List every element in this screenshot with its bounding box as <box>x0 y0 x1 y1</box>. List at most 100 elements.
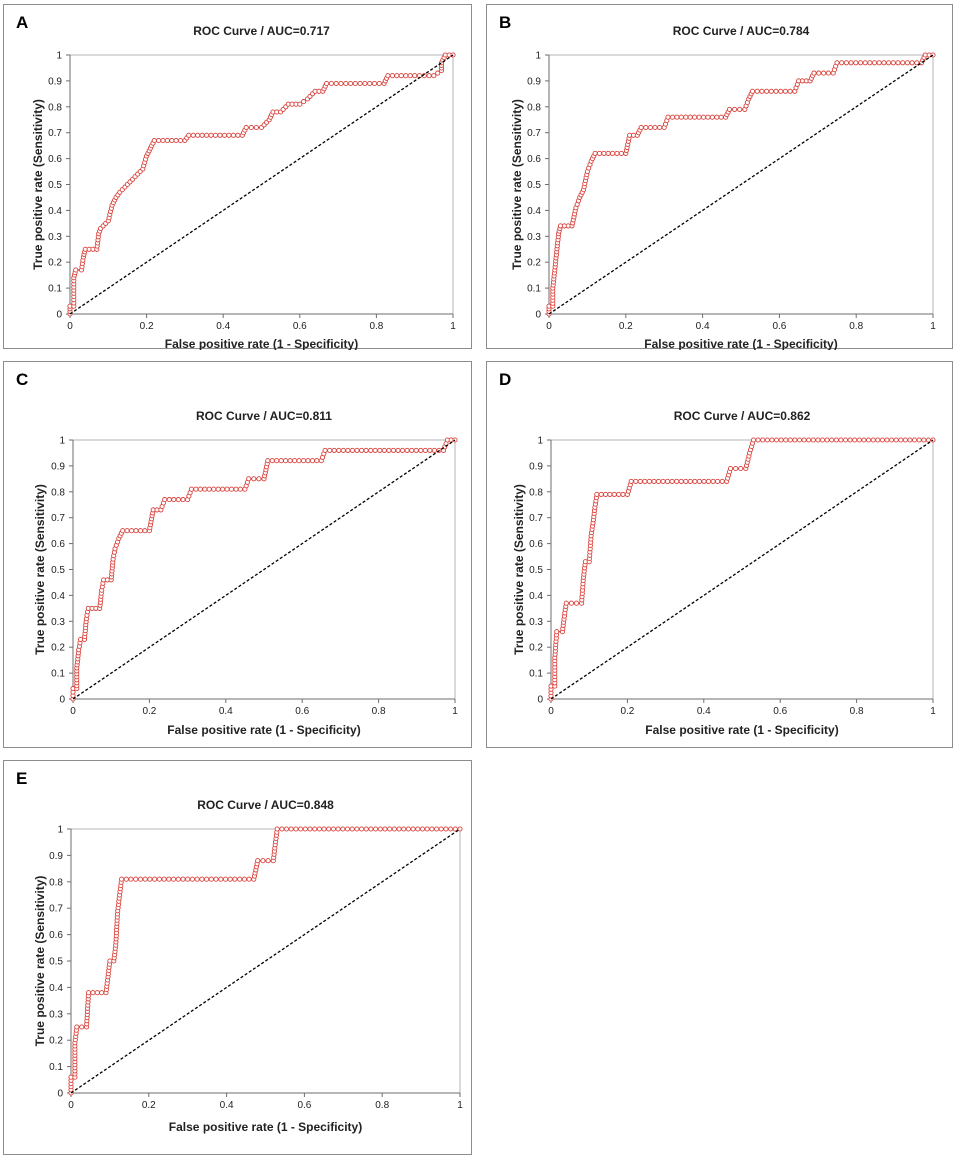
roc-point-marker <box>331 447 337 453</box>
y-tick-label: 0.1 <box>49 1062 63 1073</box>
y-tick-label: 0.9 <box>49 851 63 862</box>
y-tick-label: 0.7 <box>51 513 65 524</box>
roc-point-marker <box>715 478 721 484</box>
roc-point-marker <box>435 70 441 76</box>
roc-point-marker <box>222 876 229 882</box>
x-axis-label: False positive rate (1 - Specificity) <box>644 337 837 350</box>
roc-point-marker <box>343 80 349 87</box>
roc-point-marker <box>778 88 784 94</box>
roc-point-marker <box>180 876 186 882</box>
roc-point-marker <box>401 826 407 832</box>
roc-point-marker <box>398 73 404 79</box>
roc-point-marker <box>409 447 415 453</box>
roc-point-marker <box>189 876 195 882</box>
roc-point-marker <box>227 876 233 882</box>
roc-point-marker <box>274 826 280 832</box>
roc-point-marker <box>879 437 885 443</box>
roc-point-marker <box>782 88 788 94</box>
roc-point-marker <box>260 858 266 864</box>
roc-point-marker <box>727 465 734 472</box>
y-tick-label: 0.8 <box>529 487 543 498</box>
roc-point-marker <box>705 478 712 484</box>
roc-point-marker <box>852 437 858 443</box>
roc-point-marker <box>438 826 444 832</box>
roc-point-marker <box>357 80 363 87</box>
roc-point-marker <box>220 486 226 492</box>
roc-point-marker <box>407 73 413 79</box>
x-tick-label: 0.6 <box>772 321 786 332</box>
roc-point-marker <box>246 876 252 882</box>
x-tick-label: 0 <box>70 706 76 717</box>
roc-point-marker <box>248 124 254 131</box>
roc-point-marker <box>215 486 221 492</box>
roc-point-marker <box>801 437 807 443</box>
x-axis-label: False positive rate (1 - Specificity) <box>169 1120 362 1134</box>
panel-letter: C <box>16 370 29 389</box>
roc-point-marker <box>738 465 744 472</box>
roc-point-marker <box>889 437 895 443</box>
roc-point-marker <box>316 826 322 832</box>
roc-point-marker <box>314 458 320 464</box>
y-tick-label: 0 <box>535 310 541 321</box>
roc-point-marker <box>73 267 79 273</box>
roc-point-marker <box>605 150 611 156</box>
roc-point-marker <box>322 447 328 453</box>
roc-point-marker <box>166 497 172 503</box>
y-tick-label: 0.2 <box>529 643 543 654</box>
roc-point-marker <box>678 478 684 484</box>
roc-point-marker <box>829 437 835 443</box>
roc-point-marker <box>833 437 839 443</box>
chart-title: ROC Curve / AUC=0.811 <box>196 409 332 423</box>
roc-point-marker <box>726 106 733 112</box>
roc-point-marker <box>232 876 238 882</box>
roc-point-marker <box>573 600 580 606</box>
roc-point-marker <box>452 826 458 832</box>
roc-point-marker <box>665 114 671 120</box>
roc-point-marker <box>185 876 191 882</box>
y-axis-label: True positive rate (Sensitivity) <box>31 99 45 270</box>
roc-point-marker <box>362 80 368 87</box>
x-tick-label: 0.8 <box>849 321 863 332</box>
roc-point-marker <box>265 858 271 864</box>
roc-point-marker <box>764 437 770 443</box>
roc-point-marker <box>875 437 881 443</box>
roc-point-marker <box>211 486 217 492</box>
roc-point-marker <box>372 447 378 453</box>
x-tick-label: 0.2 <box>142 706 156 717</box>
roc-panel-e: E ROC Curve / AUC=0.848 0 0.1 0.2 0.3 0.4 0.5 0… <box>3 760 472 1155</box>
roc-point-marker <box>925 437 931 443</box>
roc-point-marker <box>373 826 379 832</box>
roc-point-marker <box>749 88 756 94</box>
x-tick-label: 0.6 <box>295 706 309 717</box>
y-tick-label: 0.4 <box>51 591 65 602</box>
roc-point-marker <box>821 70 827 76</box>
roc-point-marker <box>643 124 649 131</box>
chance-diagonal-line <box>548 54 934 315</box>
chance-diagonal-line <box>550 439 934 700</box>
roc-point-marker <box>137 528 144 534</box>
roc-point-marker <box>335 826 341 832</box>
roc-point-marker <box>848 60 854 66</box>
y-tick-label: 0.8 <box>51 487 65 498</box>
y-tick-label: 0.4 <box>527 206 541 217</box>
roc-point-marker <box>327 447 333 453</box>
roc-point-marker <box>300 458 307 464</box>
roc-point-marker <box>419 826 426 832</box>
x-tick-label: 0.8 <box>372 706 386 717</box>
roc-point-marker <box>646 478 652 484</box>
roc-point-marker <box>166 876 172 882</box>
y-tick-label: 0.2 <box>49 1036 63 1047</box>
roc-point-marker <box>197 486 203 492</box>
roc-point-marker <box>637 478 643 484</box>
roc-point-marker <box>297 101 303 107</box>
roc-point-marker <box>349 826 355 832</box>
y-tick-label: 0.6 <box>529 539 543 550</box>
roc-point-marker <box>410 826 416 832</box>
x-tick-label: 0.2 <box>619 321 633 332</box>
y-tick-label: 0.2 <box>48 258 62 269</box>
roc-point-marker <box>307 826 313 832</box>
x-tick-label: 0.6 <box>297 1100 311 1111</box>
y-tick-label: 0.3 <box>48 232 62 243</box>
roc-point-marker <box>431 447 437 453</box>
roc-point-marker <box>709 114 715 120</box>
